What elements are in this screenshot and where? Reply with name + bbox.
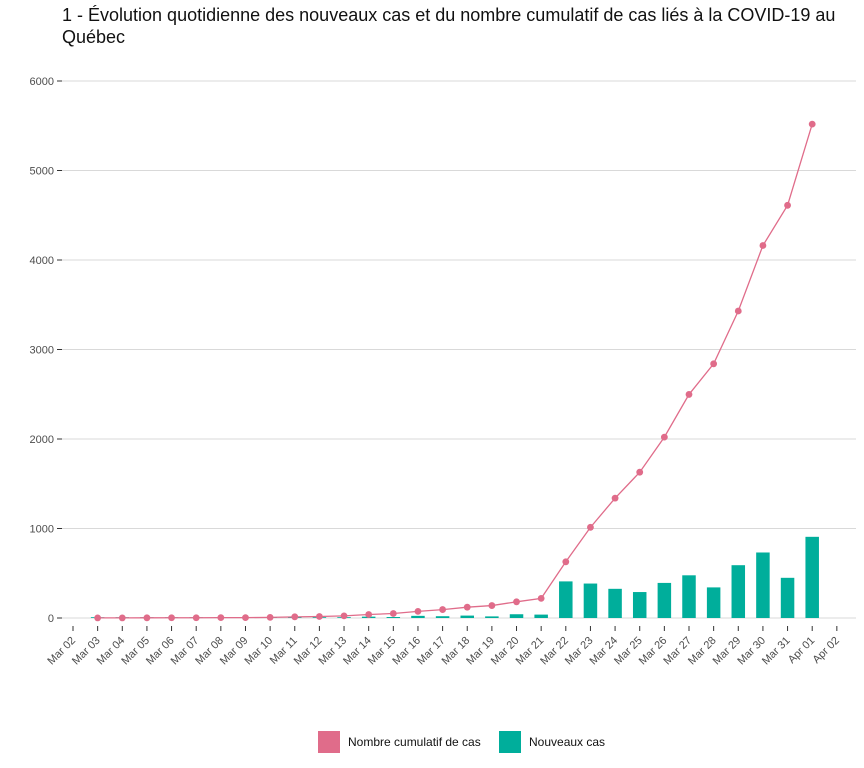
point-mar-09 xyxy=(242,614,249,622)
y-tick-label: 4000 xyxy=(30,255,54,267)
point-mar-13 xyxy=(340,612,348,620)
point-mar-08 xyxy=(217,614,225,622)
point-mar-25 xyxy=(636,468,644,476)
bar-mar-26 xyxy=(657,582,672,618)
chart-title: 1 - Évolution quotidienne des nouveaux c… xyxy=(62,5,836,47)
bar-mar-16 xyxy=(411,615,425,618)
y-tick-label: 6000 xyxy=(30,76,54,88)
point-mar-22 xyxy=(562,558,570,566)
bar-mar-18 xyxy=(460,615,474,618)
bar-mar-29 xyxy=(731,565,746,618)
bar-mar-30 xyxy=(756,552,770,618)
legend-label: Nombre cumulatif de cas xyxy=(348,735,481,749)
bar-mar-28 xyxy=(706,587,721,618)
bar-mar-17 xyxy=(435,616,450,618)
point-mar-18 xyxy=(463,603,471,611)
x-tick-label: Mar 31 xyxy=(760,635,793,668)
bar-series xyxy=(90,536,819,618)
line-series xyxy=(94,120,816,622)
x-tick-label: Apr 02 xyxy=(811,635,842,666)
point-mar-29 xyxy=(734,307,742,315)
point-mar-20 xyxy=(513,598,520,606)
point-mar-10 xyxy=(266,613,274,621)
point-mar-05 xyxy=(143,614,151,622)
point-mar-28 xyxy=(710,360,718,368)
cumulative-line xyxy=(97,123,813,619)
point-mar-07 xyxy=(192,614,200,622)
y-tick-label: 0 xyxy=(48,613,54,625)
point-mar-15 xyxy=(389,610,397,617)
y-tick-label: 5000 xyxy=(30,166,54,178)
bar-mar-20 xyxy=(509,614,524,618)
y-tick-label: 1000 xyxy=(30,524,54,536)
point-mar-23 xyxy=(587,523,594,531)
point-mar-06 xyxy=(168,614,175,622)
bar-apr-01 xyxy=(805,536,819,618)
point-mar-27 xyxy=(685,391,693,398)
point-mar-14 xyxy=(365,611,373,618)
legend-label: Nouveaux cas xyxy=(529,735,605,749)
bar-mar-22 xyxy=(559,581,573,618)
legend: Nombre cumulatif de cas Nouveaux cas xyxy=(318,731,605,753)
point-mar-21 xyxy=(537,594,545,602)
y-axis-ticks: 0 1000 2000 3000 4000 5000 6000 xyxy=(30,76,62,625)
bar-mar-21 xyxy=(534,614,548,618)
bar-mar-27 xyxy=(682,575,696,618)
y-tick-label: 3000 xyxy=(30,345,54,357)
point-mar-26 xyxy=(660,433,668,441)
legend-swatch xyxy=(499,731,521,753)
point-mar-24 xyxy=(611,494,619,502)
point-mar-04 xyxy=(118,614,126,622)
x-tick-label: Apr 01 xyxy=(786,635,817,666)
bar-mar-25 xyxy=(632,592,647,618)
bar-mar-19 xyxy=(485,616,499,618)
point-mar-31 xyxy=(784,201,791,209)
point-mar-03 xyxy=(94,614,102,622)
point-mar-16 xyxy=(414,607,422,615)
bar-mar-24 xyxy=(608,588,622,618)
grid-layer xyxy=(62,80,856,619)
point-apr-01 xyxy=(808,120,816,128)
legend-swatch xyxy=(318,731,340,753)
point-mar-11 xyxy=(291,613,299,621)
bar-mar-23 xyxy=(583,583,598,618)
point-mar-30 xyxy=(759,242,767,249)
point-mar-12 xyxy=(316,613,323,620)
point-mar-17 xyxy=(439,606,446,613)
y-tick-label: 2000 xyxy=(30,434,54,446)
x-tick-label: Mar 10 xyxy=(243,635,276,668)
bar-mar-15 xyxy=(386,617,401,618)
bar-mar-31 xyxy=(780,577,795,618)
point-mar-19 xyxy=(488,602,496,609)
